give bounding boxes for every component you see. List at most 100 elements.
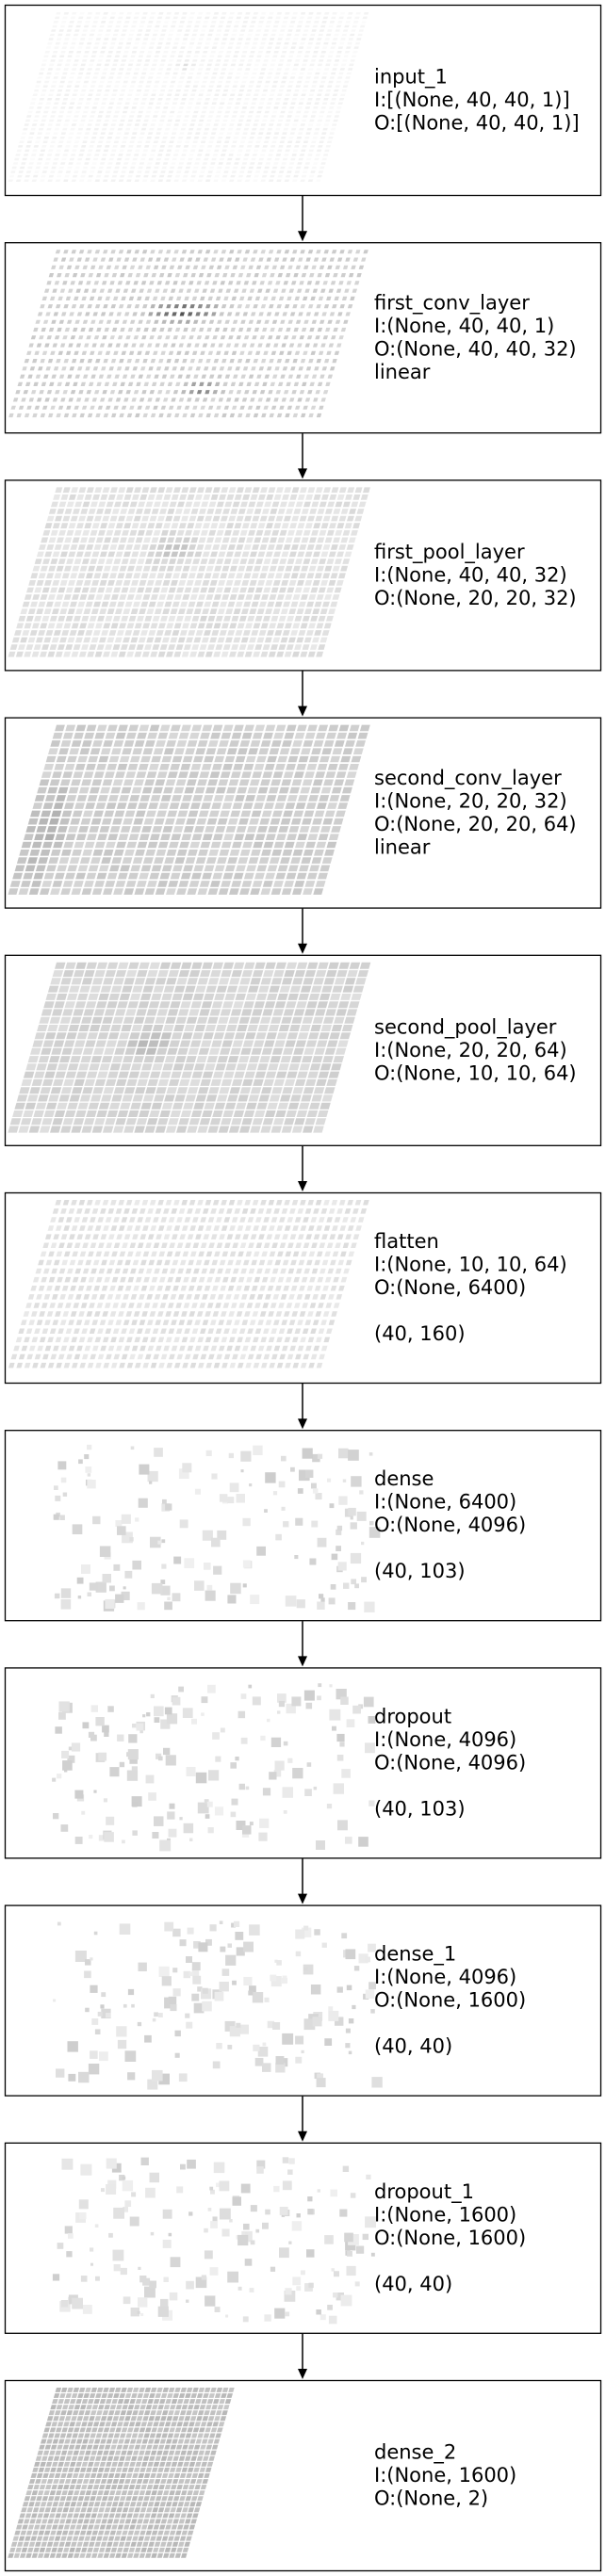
- feature-cell: [207, 1126, 219, 1133]
- feature-cell: [192, 350, 198, 355]
- feature-cell: [234, 834, 245, 840]
- feature-cell: [311, 1094, 322, 1102]
- feature-cell: [118, 834, 129, 840]
- feature-cell: [186, 818, 197, 825]
- feature-cell: [336, 523, 345, 528]
- feature-cell: [207, 89, 213, 92]
- feature-cell: [235, 312, 240, 316]
- feature-cell: [188, 970, 201, 978]
- feature-cell: [298, 993, 309, 1000]
- feature-cell: [233, 374, 238, 379]
- feature-cell: [363, 250, 369, 254]
- feature-cell: [255, 265, 262, 269]
- feature-cell: [114, 637, 123, 643]
- feature-cell: [287, 115, 292, 118]
- feature-cell: [188, 102, 193, 105]
- feature-cell: [63, 12, 69, 15]
- feature-cell: [301, 509, 309, 514]
- feature-cell: [136, 771, 147, 778]
- feature-cell: [83, 80, 90, 84]
- feature-cell: [296, 110, 302, 114]
- feature-cell: [74, 110, 80, 114]
- feature-cell: [237, 93, 243, 96]
- feature-cell: [163, 51, 169, 54]
- feature-cell: [131, 80, 137, 84]
- feature-cell: [187, 1126, 198, 1133]
- feature-cell: [228, 390, 234, 395]
- feature-cell: [326, 140, 333, 143]
- feature-cell: [42, 319, 49, 324]
- feature-cell: [105, 33, 110, 37]
- feature-cell: [267, 630, 274, 636]
- feature-cell: [133, 601, 140, 608]
- feature-cell: [45, 132, 51, 135]
- feature-cell: [116, 76, 122, 79]
- feature-cell: [142, 359, 148, 364]
- feature-cell: [80, 818, 91, 825]
- feature-cell: [166, 651, 173, 657]
- feature-cell: [159, 1110, 171, 1117]
- feature-cell: [58, 166, 65, 170]
- feature-cell: [210, 494, 219, 500]
- feature-cell: [125, 98, 132, 101]
- feature-cell: [185, 748, 195, 754]
- feature-cell: [29, 1087, 41, 1094]
- feature-cell: [210, 1078, 221, 1086]
- feature-cell: [148, 102, 154, 105]
- feature-cell: [234, 551, 242, 558]
- feature-cell: [271, 140, 277, 143]
- feature-cell: [193, 865, 205, 872]
- feature-cell: [280, 374, 286, 379]
- feature-cell: [253, 250, 258, 254]
- feature-cell: [326, 529, 335, 536]
- feature-cell: [284, 487, 292, 494]
- feature-cell: [123, 343, 129, 348]
- feature-cell: [183, 509, 191, 514]
- feature-cell: [250, 51, 255, 54]
- feature-cell: [207, 170, 213, 173]
- feature-cell: [231, 145, 237, 148]
- feature-cell: [157, 304, 164, 309]
- feature-cell: [300, 98, 305, 101]
- feature-cell: [137, 405, 142, 410]
- feature-cell: [242, 841, 253, 849]
- feature-cell: [188, 154, 194, 156]
- feature-cell: [213, 304, 219, 309]
- feature-cell: [314, 366, 319, 371]
- feature-cell: [83, 580, 91, 586]
- feature-cell: [148, 630, 156, 636]
- feature-cell: [251, 1047, 262, 1055]
- feature-cell: [80, 509, 89, 514]
- feature-cell: [56, 359, 61, 364]
- feature-cell: [41, 296, 47, 300]
- feature-cell: [102, 154, 107, 156]
- feature-cell: [70, 72, 75, 75]
- feature-cell: [273, 1078, 285, 1086]
- feature-cell: [75, 106, 82, 109]
- feature-cell: [153, 501, 161, 508]
- feature-cell: [151, 565, 159, 572]
- feature-cell: [162, 137, 168, 139]
- feature-cell: [55, 98, 60, 101]
- feature-cell: [27, 1094, 39, 1102]
- feature-cell: [267, 157, 272, 161]
- feature-cell: [231, 615, 239, 622]
- feature-cell: [179, 1078, 190, 1086]
- feature-cell: [297, 343, 303, 348]
- feature-cell: [106, 80, 113, 84]
- feature-cell: [55, 651, 63, 657]
- feature-cell: [311, 166, 318, 170]
- feature-cell: [259, 515, 268, 522]
- feature-cell: [284, 98, 289, 101]
- feature-cell: [78, 154, 84, 156]
- feature-cell: [186, 580, 194, 586]
- feature-cell: [309, 865, 320, 872]
- feature-cell: [74, 587, 82, 593]
- feature-cell: [54, 764, 65, 770]
- feature-cell: [188, 487, 197, 494]
- feature-cell: [53, 841, 63, 849]
- feature-cell: [344, 978, 356, 985]
- feature-cell: [70, 335, 76, 340]
- feature-cell: [226, 51, 232, 54]
